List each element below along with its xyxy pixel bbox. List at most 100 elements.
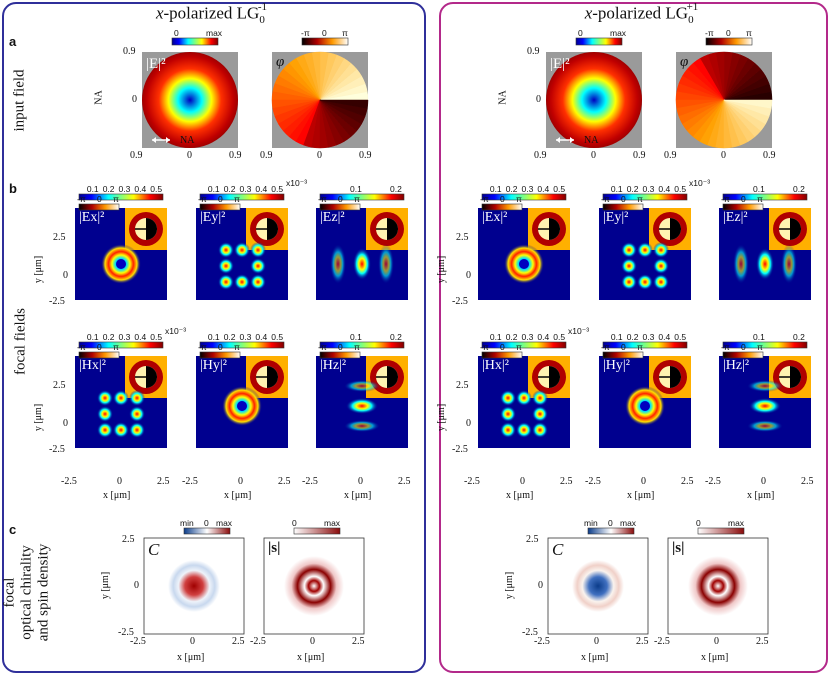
x-tick: -2.5: [585, 476, 601, 487]
focal-intensity-colorbar: [78, 193, 164, 201]
focal-field-label: |Ez|²: [723, 210, 748, 225]
focal-cbar-tick: 0.4: [134, 184, 147, 194]
x-tick: 0: [358, 476, 363, 487]
focal-field-label: |Hz|²: [320, 358, 347, 373]
focal-field-label: |Ex|²: [482, 210, 508, 225]
focal-cbar-tick: 0.5: [271, 332, 284, 342]
y-axis-label: y [μm]: [33, 403, 45, 432]
chirality-spot: [168, 560, 220, 612]
focal-cbar-tick: 0.1: [610, 184, 623, 194]
phase-tick: -π: [601, 342, 610, 352]
x-axis-label: x [μm]: [581, 652, 609, 663]
x-tick: 0: [594, 636, 599, 647]
focal-cbar-tick: 0.1: [489, 184, 502, 194]
spin-symbol: |s|: [672, 540, 685, 556]
focal-cbar-tick: 0.1: [753, 184, 765, 194]
phase-symbol: φ: [680, 54, 689, 70]
focal-cbar-tick: 0.4: [537, 332, 550, 342]
phase-max-label: π: [342, 28, 348, 38]
row-letter-c: c: [9, 522, 17, 537]
phase-inset: [649, 208, 691, 250]
colorbar-rect: [319, 341, 405, 349]
na-ytick-top: 0.9: [527, 46, 540, 57]
focal-field-plot: [719, 356, 811, 448]
x-tick: -2.5: [705, 476, 721, 487]
field-lobe: [516, 390, 532, 406]
field-lobe: [516, 422, 532, 438]
y-tick: 2.5: [122, 534, 135, 545]
x-tick: 0: [117, 476, 122, 487]
x-tick: 0: [761, 476, 766, 487]
focal-cbar-tick: 0.2: [793, 184, 805, 194]
field-lobe: [500, 390, 516, 406]
field-lobe: [346, 398, 378, 414]
field-side: [330, 244, 346, 284]
na-ytick-top: 0.9: [123, 46, 136, 57]
focal-cbar-tick: 0.5: [553, 332, 566, 342]
intensity-ring: [546, 52, 642, 148]
cbar-min-label: 0: [578, 28, 583, 38]
focal-field-label: |Hx|²: [482, 358, 509, 373]
input-intensity-plot: [546, 52, 642, 148]
colorbar-rect: [199, 341, 285, 349]
focal-field-plot: [196, 208, 288, 300]
focal-phase-colorbar: [319, 351, 361, 359]
phase-inset: [246, 208, 288, 250]
focal-cbar-tick: 0.2: [223, 184, 236, 194]
focal-cbar-tick: 0.2: [505, 332, 518, 342]
field-lobe: [129, 422, 145, 438]
left-column-title: x-polarized LG0-1: [155, 1, 268, 27]
input-phase-plot: [675, 51, 773, 149]
phase-inset: [649, 356, 691, 398]
focal-field-plot: [316, 356, 408, 448]
focal-cbar-tick: 0.3: [642, 184, 655, 194]
intensity-ring: [142, 52, 238, 148]
colorbar-rect: [722, 203, 764, 211]
phase-tick: -π: [318, 194, 327, 204]
field-lobe: [234, 242, 250, 258]
colorbar-rect: [481, 351, 523, 359]
spin-symbol: |s|: [268, 540, 281, 556]
focal-field-plot: [196, 356, 288, 448]
phase-inset: [769, 208, 811, 250]
polarization-arrow-heads: [152, 137, 170, 143]
phase-tick: 0: [97, 342, 102, 352]
phase-tick: 0: [338, 194, 343, 204]
phase-tick: π: [516, 342, 522, 352]
focal-field-label: |Ey|²: [200, 210, 226, 225]
na-tick-left: 0.9: [130, 150, 143, 161]
intensity-symbol: |E|²: [146, 56, 166, 72]
y-tick: -2.5: [49, 296, 65, 307]
phase-tick: -π: [318, 342, 327, 352]
phase-tick: 0: [621, 194, 626, 204]
focal-cbar-tick: 0.3: [118, 332, 131, 342]
plot-frame: [143, 537, 245, 635]
na-ylabel: NA: [497, 90, 509, 105]
focal-intensity-colorbar: [199, 193, 285, 201]
field-side: [344, 380, 380, 392]
focal-cbar-tick: 0.4: [255, 332, 268, 342]
phase-inset: [366, 356, 408, 398]
chirality-plot: [143, 537, 245, 635]
colorbar-rect: [587, 527, 635, 535]
colorbar-rect: [602, 203, 644, 211]
field-lobe: [234, 274, 250, 290]
phase-tick: π: [757, 342, 763, 352]
field-lobe: [113, 390, 129, 406]
colorbar-rect: [319, 203, 361, 211]
phase-tick: π: [757, 194, 763, 204]
na-ytick-mid: 0: [132, 94, 137, 105]
field-side: [378, 244, 394, 284]
focal-cbar-tick: 0.2: [793, 332, 805, 342]
field-lobe: [621, 258, 637, 274]
x-axis-label: x [μm]: [177, 652, 205, 663]
phase-inset: [125, 208, 167, 250]
phase-tick: π: [516, 194, 522, 204]
field-center: [640, 401, 650, 411]
field-lobe: [353, 248, 371, 280]
phase-colorbar: [705, 37, 753, 46]
colorbar-rect: [481, 203, 523, 211]
focal-cbar-tick: 0.3: [239, 184, 252, 194]
field-lobe: [250, 242, 266, 258]
x-tick: 0: [641, 476, 646, 487]
